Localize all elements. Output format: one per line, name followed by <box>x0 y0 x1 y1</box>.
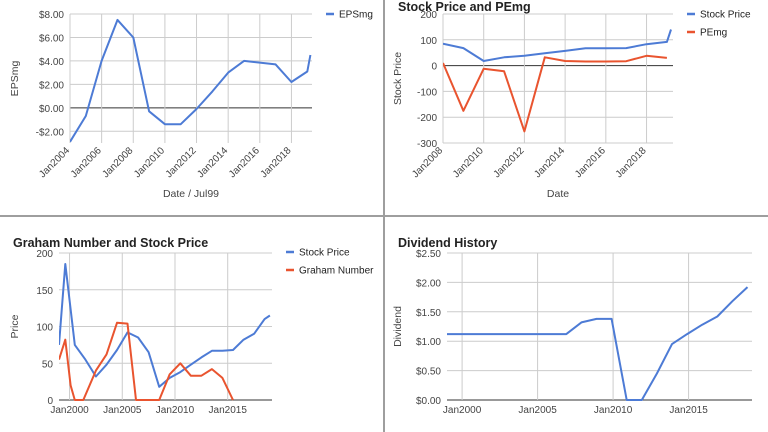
chart0-x-tick-label: Jan2016 <box>227 145 262 180</box>
chart2-y-axis-label: Price <box>9 314 21 338</box>
horizontal-divider <box>0 215 768 217</box>
chart3-y-axis-label: Dividend <box>392 306 404 347</box>
chart2-series-stock-price <box>59 263 271 388</box>
chart2-x-tick-label: Jan2015 <box>209 405 248 416</box>
chart3-y-tick-label: $2.50 <box>416 249 441 260</box>
chart1-x-tick-label: Jan2018 <box>614 145 649 180</box>
chart0-y-axis-label: EPSmg <box>9 61 21 97</box>
chart1-x-tick-label: Jan2014 <box>532 145 567 180</box>
chart-panel-dividend-history: Dividend History $0.00 $0.50 $1.00 $1.50 $2.0… <box>385 217 768 432</box>
chart3-x-tick-label: Jan2015 <box>669 405 708 416</box>
chart0-x-tick-label: Jan2006 <box>69 145 104 180</box>
chart-panel-epsmg: -$2.00 $0.00 $2.00 $4.00 $6.00 $8.00 Jan2004 Ja… <box>0 0 383 215</box>
chart1-x-tick-label: Jan2008 <box>410 145 445 180</box>
chart2-series-graham-number <box>59 321 234 401</box>
chart2-x-tick-label: Jan2010 <box>156 405 195 416</box>
chart0-x-axis-label: Date / Jul99 <box>163 188 219 200</box>
chart0-x-tick-label: Jan2012 <box>164 145 199 180</box>
chart1-y-tick-label: -200 <box>417 113 437 124</box>
dividend-history-chart-svg: Dividend History $0.00 $0.50 $1.00 $1.50 $2.0… <box>392 236 752 416</box>
chart0-y-tick-label: $0.00 <box>39 104 64 115</box>
chart2-x-tick-label: Jan2005 <box>103 405 142 416</box>
chart3-x-tick-label: Jan2000 <box>443 405 482 416</box>
chart-panel-graham-number: Graham Number and Stock Price 0 50 100 150 20… <box>0 217 383 432</box>
chart0-series-epsmg <box>70 18 312 143</box>
chart-panel-stock-price-pemg: Stock Price and PEmg -300 -200 -100 0 100 200 J… <box>385 0 768 215</box>
chart1-title: Stock Price and PEmg <box>398 0 531 14</box>
chart0-x-tick-label: Jan2010 <box>132 145 167 180</box>
chart3-y-tick-label: $0.50 <box>416 367 441 378</box>
chart3-y-tick-label: $1.50 <box>416 308 441 319</box>
chart0-y-tick-label: $4.00 <box>39 57 64 68</box>
chart0-x-tick-label: Jan2014 <box>195 145 230 180</box>
chart3-y-tick-label: $1.00 <box>416 337 441 348</box>
chart2-x-tick-label: Jan2000 <box>50 405 89 416</box>
chart1-series-stock-price <box>443 29 672 62</box>
chart1-legend-label: Stock Price <box>700 10 751 21</box>
chart2-legend-label: Graham Number <box>299 266 374 277</box>
chart2-title: Graham Number and Stock Price <box>13 236 208 250</box>
chart1-x-tick-label: Jan2012 <box>492 145 527 180</box>
chart1-y-axis-label: Stock Price <box>392 52 404 105</box>
chart0-y-tick-label: $8.00 <box>39 10 64 21</box>
chart3-y-tick-label: $2.00 <box>416 278 441 289</box>
chart1-x-tick-label: Jan2010 <box>451 145 486 180</box>
chart2-y-tick-label: 0 <box>47 396 53 407</box>
chart1-y-tick-label: -300 <box>417 139 437 150</box>
chart0-y-tick-label: $2.00 <box>39 80 64 91</box>
chart3-series-dividend <box>447 286 749 401</box>
epsmg-chart-svg: -$2.00$0.00$2.00$4.00$6.00$8.00Jan2004Ja… <box>9 10 373 201</box>
chart0-y-tick-label: -$2.00 <box>36 127 65 138</box>
chart1-x-axis-label: Date <box>547 188 569 200</box>
chart3-title: Dividend History <box>398 236 497 250</box>
chart0-legend-label: EPSmg <box>339 10 373 21</box>
chart1-x-tick-label: Jan2016 <box>573 145 608 180</box>
chart1-y-tick-label: 200 <box>420 10 437 21</box>
chart1-y-tick-label: 100 <box>420 36 437 47</box>
chart1-series-pemg <box>443 54 668 133</box>
chart0-y-tick-label: $6.00 <box>39 33 64 44</box>
chart2-legend-label: Stock Price <box>299 248 350 259</box>
chart2-y-tick-label: 200 <box>36 249 53 260</box>
chart3-y-tick-label: $0.00 <box>416 396 441 407</box>
stock-price-pemg-chart-svg: Stock Price and PEmg -300 -200 -100 0 100 200 J… <box>392 0 751 200</box>
chart0-x-tick-label: Jan2018 <box>259 145 294 180</box>
chart3-x-tick-label: Jan2005 <box>518 405 557 416</box>
chart3-x-tick-label: Jan2010 <box>594 405 633 416</box>
chart2-y-tick-label: 100 <box>36 323 53 334</box>
chart1-legend-label: PEmg <box>700 28 727 39</box>
chart2-y-tick-label: 150 <box>36 286 53 297</box>
chart1-y-tick-label: -100 <box>417 87 437 98</box>
chart1-y-tick-label: 0 <box>431 62 437 73</box>
chart0-x-tick-label: Jan2004 <box>37 145 72 180</box>
graham-number-chart-svg: Graham Number and Stock Price 0 50 100 150 20… <box>9 236 374 416</box>
chart2-y-tick-label: 50 <box>42 359 54 370</box>
chart0-x-tick-label: Jan2008 <box>100 145 135 180</box>
